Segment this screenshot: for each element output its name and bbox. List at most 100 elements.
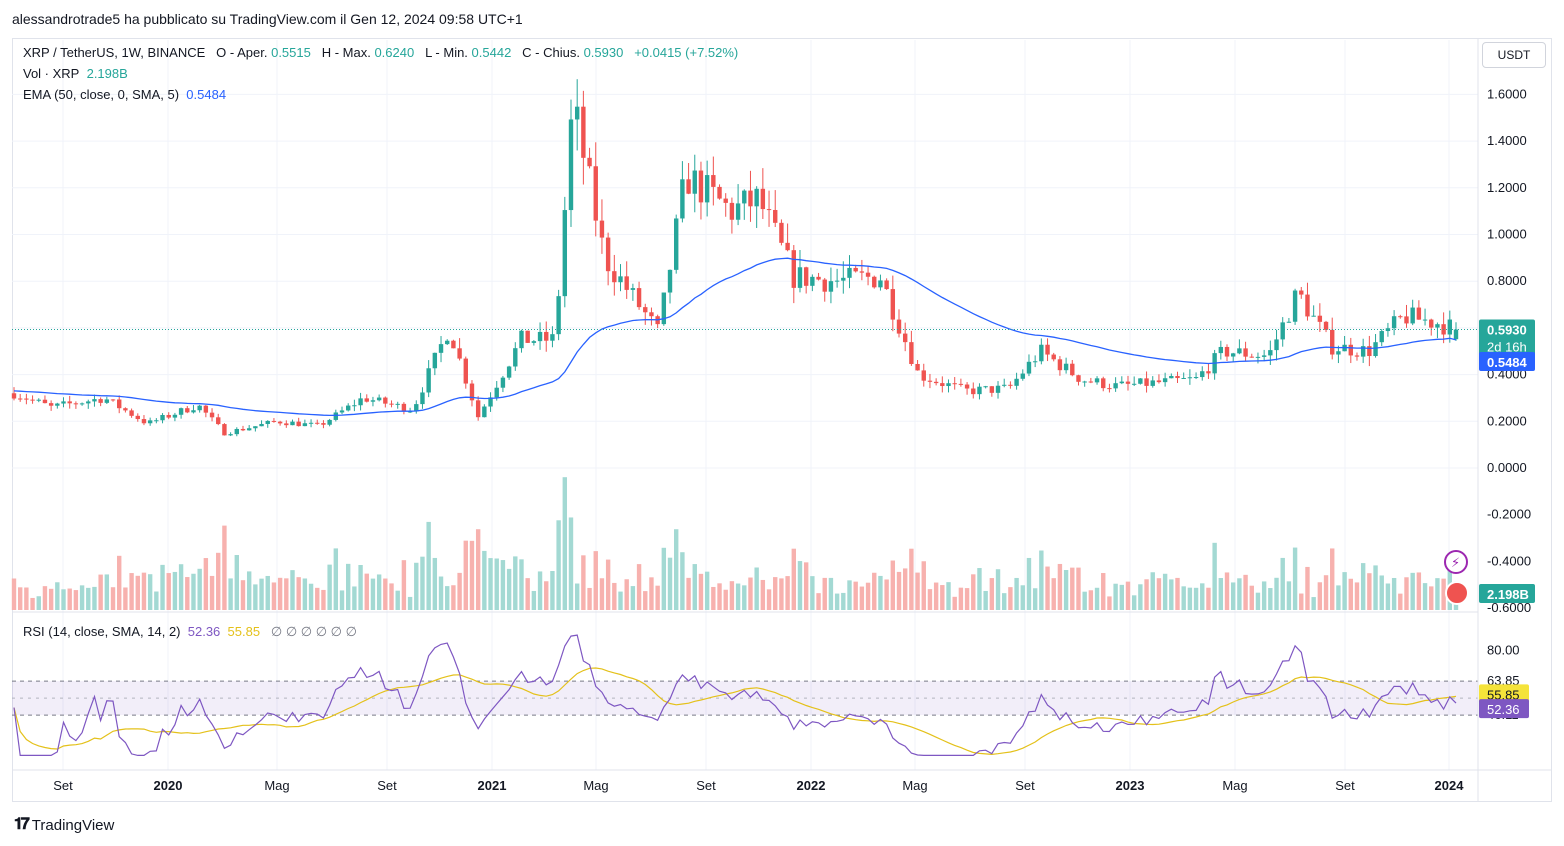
candle-body — [779, 222, 784, 243]
candle-body — [624, 276, 629, 290]
rsi-value: 52.36 — [187, 624, 221, 639]
close-value: 0.5930 — [583, 45, 624, 60]
volume-bar — [1094, 587, 1100, 610]
candle-body — [1373, 342, 1378, 357]
candle-body — [209, 412, 215, 418]
candle-body — [519, 330, 524, 349]
volume-bar — [234, 555, 239, 610]
volume-bar — [1020, 585, 1025, 610]
volume-bar — [271, 582, 277, 610]
volume-bar — [946, 582, 951, 610]
candle-body — [438, 344, 444, 353]
publisher-line: alessandrotrade5 ha pubblicato su Tradin… — [12, 11, 523, 27]
rsi-line — [13, 634, 1457, 756]
candle-body — [370, 400, 376, 402]
candle-body — [61, 401, 66, 404]
volume-bar — [680, 552, 685, 610]
candle-body — [544, 331, 549, 341]
candle-body — [704, 175, 710, 203]
volume-bar — [160, 564, 165, 610]
candle-body — [995, 385, 1001, 393]
open-label: O - Aper. — [216, 45, 268, 60]
rsi-legend[interactable]: RSI (14, close, SMA, 14, 2) 52.36 55.85 … — [23, 624, 357, 640]
volume-bar — [36, 596, 41, 610]
volume-bar — [98, 574, 103, 610]
lightning-glyph: ⚡ — [1451, 555, 1460, 570]
candle-body — [1144, 378, 1149, 386]
volume-bar — [791, 548, 796, 610]
volume-bar — [940, 585, 945, 610]
volume-bar — [1212, 542, 1217, 610]
candle-body — [1051, 354, 1056, 360]
candle-body — [834, 280, 840, 282]
candle-body — [1193, 377, 1199, 379]
volume-bar — [729, 581, 735, 610]
candle-body — [742, 190, 747, 204]
ema-price-tag — [1479, 351, 1535, 371]
candle-body — [1063, 363, 1069, 371]
candle-body — [1131, 383, 1137, 385]
candle-body — [228, 434, 233, 436]
volume-bar — [1138, 584, 1143, 610]
candle-body — [414, 404, 419, 412]
volume-bar — [643, 591, 648, 610]
candle-body — [698, 170, 704, 203]
volume-bar — [253, 584, 258, 610]
volume-bar — [11, 578, 17, 610]
ema-legend[interactable]: EMA (50, close, 0, SMA, 5) 0.5484 — [23, 87, 226, 102]
volume-bar — [129, 573, 134, 610]
tradingview-logo[interactable]: 𝟏𝟕 TradingView — [14, 816, 114, 834]
candle-body — [593, 166, 598, 221]
candle-body — [630, 288, 636, 290]
us-flag-icon — [1445, 581, 1469, 605]
price-tick-label: 1.4000 — [1487, 133, 1527, 148]
volume-bar — [810, 576, 815, 610]
candle-body — [345, 405, 351, 411]
candle-body — [525, 330, 530, 343]
volume-bar — [1101, 573, 1106, 610]
volume-bar — [1125, 581, 1131, 610]
candle-body — [1002, 384, 1007, 386]
candle-body — [110, 399, 116, 401]
rsi-pane — [12, 611, 1478, 756]
candle-body — [773, 210, 778, 223]
countdown-label: 2d 16h — [1487, 340, 1527, 355]
volume-bar — [1113, 583, 1118, 610]
time-tick-label: Set — [1335, 778, 1355, 793]
rsi-tick-label: 63.85 — [1487, 673, 1520, 688]
rsi-ma-line — [13, 667, 1457, 756]
volume-bar — [432, 557, 438, 610]
candle-body — [952, 383, 957, 385]
price-tick-label: 1.6000 — [1487, 86, 1527, 101]
volume-bar — [1330, 548, 1335, 610]
candle-body — [531, 341, 537, 343]
high-value: 0.6240 — [374, 45, 415, 60]
candle-body — [166, 414, 171, 418]
volume-bar — [1336, 585, 1341, 610]
volume-bar — [1379, 575, 1384, 610]
candle-body — [568, 119, 574, 211]
volume-bar — [1274, 577, 1279, 610]
candle-body — [872, 276, 877, 288]
time-tick-label: 2020 — [154, 778, 183, 793]
volume-legend[interactable]: Vol · XRP 2.198B — [23, 66, 128, 81]
volume-bar — [674, 529, 679, 610]
volume-bar — [785, 576, 790, 610]
volume-bar — [971, 574, 976, 610]
volume-bar — [1150, 572, 1155, 610]
currency-unit-button[interactable]: USDT — [1482, 42, 1546, 68]
volume-bar — [438, 576, 444, 610]
volume-bar — [240, 580, 246, 610]
candle-body — [296, 421, 301, 427]
symbol-label[interactable]: XRP / TetherUS, 1W, BINANCE — [23, 45, 206, 60]
volume-bar — [1255, 592, 1261, 610]
volume-bar — [1268, 588, 1273, 610]
candle-body — [104, 399, 110, 403]
volume-bar — [550, 571, 555, 610]
candle-body — [48, 403, 54, 406]
volume-bar — [847, 580, 852, 610]
volume-bar — [513, 556, 518, 610]
time-tick-label: Mag — [902, 778, 927, 793]
last-price-tag — [1479, 319, 1535, 358]
